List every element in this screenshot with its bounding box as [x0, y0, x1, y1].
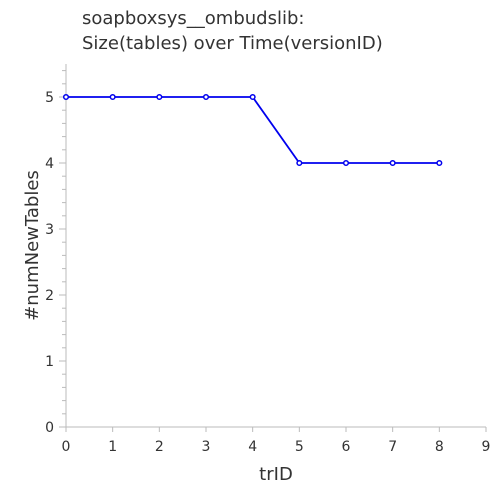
y-tick-label: 2	[45, 288, 54, 304]
y-tick-label: 3	[45, 222, 54, 238]
chart-title-line-1: soapboxsys__ombudslib:	[82, 8, 305, 29]
y-tick-label: 4	[45, 156, 54, 172]
x-tick-label: 4	[248, 439, 257, 455]
series-layer	[62, 93, 443, 167]
data-point	[436, 159, 443, 167]
x-tick-label: 7	[388, 439, 397, 455]
ticks: 0 1 2 3 4 5 6 7 8 9 0 1 2 3 4 5	[45, 70, 491, 455]
chart-title-line-2: Size(tables) over Time(versionID)	[82, 33, 383, 54]
y-tick-label: 5	[45, 90, 54, 106]
x-tick-label: 1	[108, 439, 117, 455]
axes	[65, 64, 486, 428]
x-tick-label: 0	[62, 439, 71, 455]
y-tick-label: 0	[45, 420, 54, 436]
x-tick-label: 6	[342, 439, 351, 455]
data-point	[249, 93, 256, 101]
x-tick-label: 2	[155, 439, 164, 455]
data-point	[109, 93, 116, 101]
data-point	[389, 159, 396, 167]
data-point	[62, 93, 70, 101]
data-point	[296, 159, 303, 167]
data-point	[156, 93, 163, 101]
data-point	[202, 93, 210, 101]
x-tick-label: 3	[202, 439, 211, 455]
x-tick-label: 8	[435, 439, 444, 455]
series-line	[66, 96, 440, 164]
x-tick-label: 5	[295, 439, 304, 455]
x-tick-label: 9	[482, 439, 491, 455]
y-axis-label: #numNewTables	[22, 170, 43, 321]
x-axis-label: trID	[259, 464, 293, 485]
y-tick-label: 1	[45, 354, 54, 370]
data-point	[342, 159, 350, 167]
